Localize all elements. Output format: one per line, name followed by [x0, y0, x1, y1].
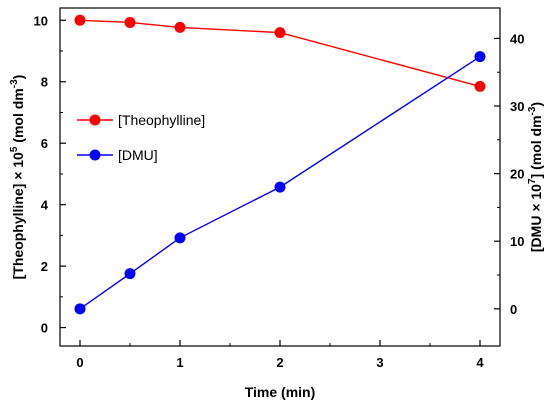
y-left-tick-label: 6 [41, 136, 48, 151]
y-right-tick-label: 30 [510, 99, 524, 114]
y-right-axis-ticks: 0 10 20 30 40 [494, 31, 524, 317]
data-point-theophylline [274, 27, 286, 39]
y-right-axis-title: [DMU × 107] (mol dm-3) [527, 102, 544, 252]
y-left-tick-label: 0 [41, 321, 48, 336]
y-left-axis-ticks: 0 2 4 6 8 10 [34, 13, 66, 336]
y-left-tick-label: 4 [41, 198, 49, 213]
data-point-dmu [474, 51, 486, 63]
y-left-tick-label: 2 [41, 259, 48, 274]
y-left-tick-label: 10 [34, 13, 48, 28]
y-right-tick-label: 0 [510, 302, 517, 317]
y-right-title-exponent: 7 [527, 178, 538, 184]
data-point-dmu [174, 232, 186, 244]
x-tick-label: 3 [376, 355, 383, 370]
y-right-tick-label: 40 [510, 31, 524, 46]
y-left-title-unit-exponent: -3 [9, 79, 20, 88]
data-point-dmu [124, 268, 136, 280]
x-axis-title: Time (min) [245, 384, 316, 400]
y-right-title-close: ) [528, 102, 544, 107]
data-point-dmu [274, 181, 286, 193]
y-left-title-prefix: [Theophylline] × 10 [10, 152, 26, 279]
y-left-title-close: ) [10, 75, 26, 80]
legend: [Theophylline] [DMU] [77, 112, 205, 163]
legend-marker-dmu [89, 149, 101, 161]
y-right-title-unit: ] (mol dm [528, 115, 544, 178]
x-tick-label: 1 [176, 355, 183, 370]
y-right-title-unit-exponent: -3 [527, 106, 538, 115]
data-point-theophylline [124, 16, 136, 28]
legend-marker-theophylline [89, 114, 101, 126]
y-left-title-unit: (mol dm [10, 88, 26, 146]
x-tick-label: 4 [476, 355, 484, 370]
y-left-title-exponent: 5 [9, 146, 20, 152]
data-point-theophylline [74, 14, 86, 26]
y-right-title-prefix: [DMU × 10 [528, 184, 544, 252]
y-right-tick-label: 20 [510, 167, 524, 182]
y-left-tick-label: 8 [41, 75, 48, 90]
series-layer [74, 14, 486, 315]
x-tick-label: 0 [76, 355, 83, 370]
y-right-tick-label: 10 [510, 234, 524, 249]
legend-label-theophylline: [Theophylline] [118, 112, 205, 128]
plot-frame [59, 7, 501, 347]
x-tick-label: 2 [276, 355, 283, 370]
data-point-theophylline [474, 80, 486, 92]
y-left-axis-title: [Theophylline] × 105 (mol dm-3) [9, 75, 26, 280]
x-axis-ticks: 0 1 2 3 4 [76, 340, 484, 370]
legend-label-dmu: [DMU] [118, 147, 158, 163]
data-point-theophylline [174, 21, 186, 33]
data-point-dmu [74, 303, 86, 315]
